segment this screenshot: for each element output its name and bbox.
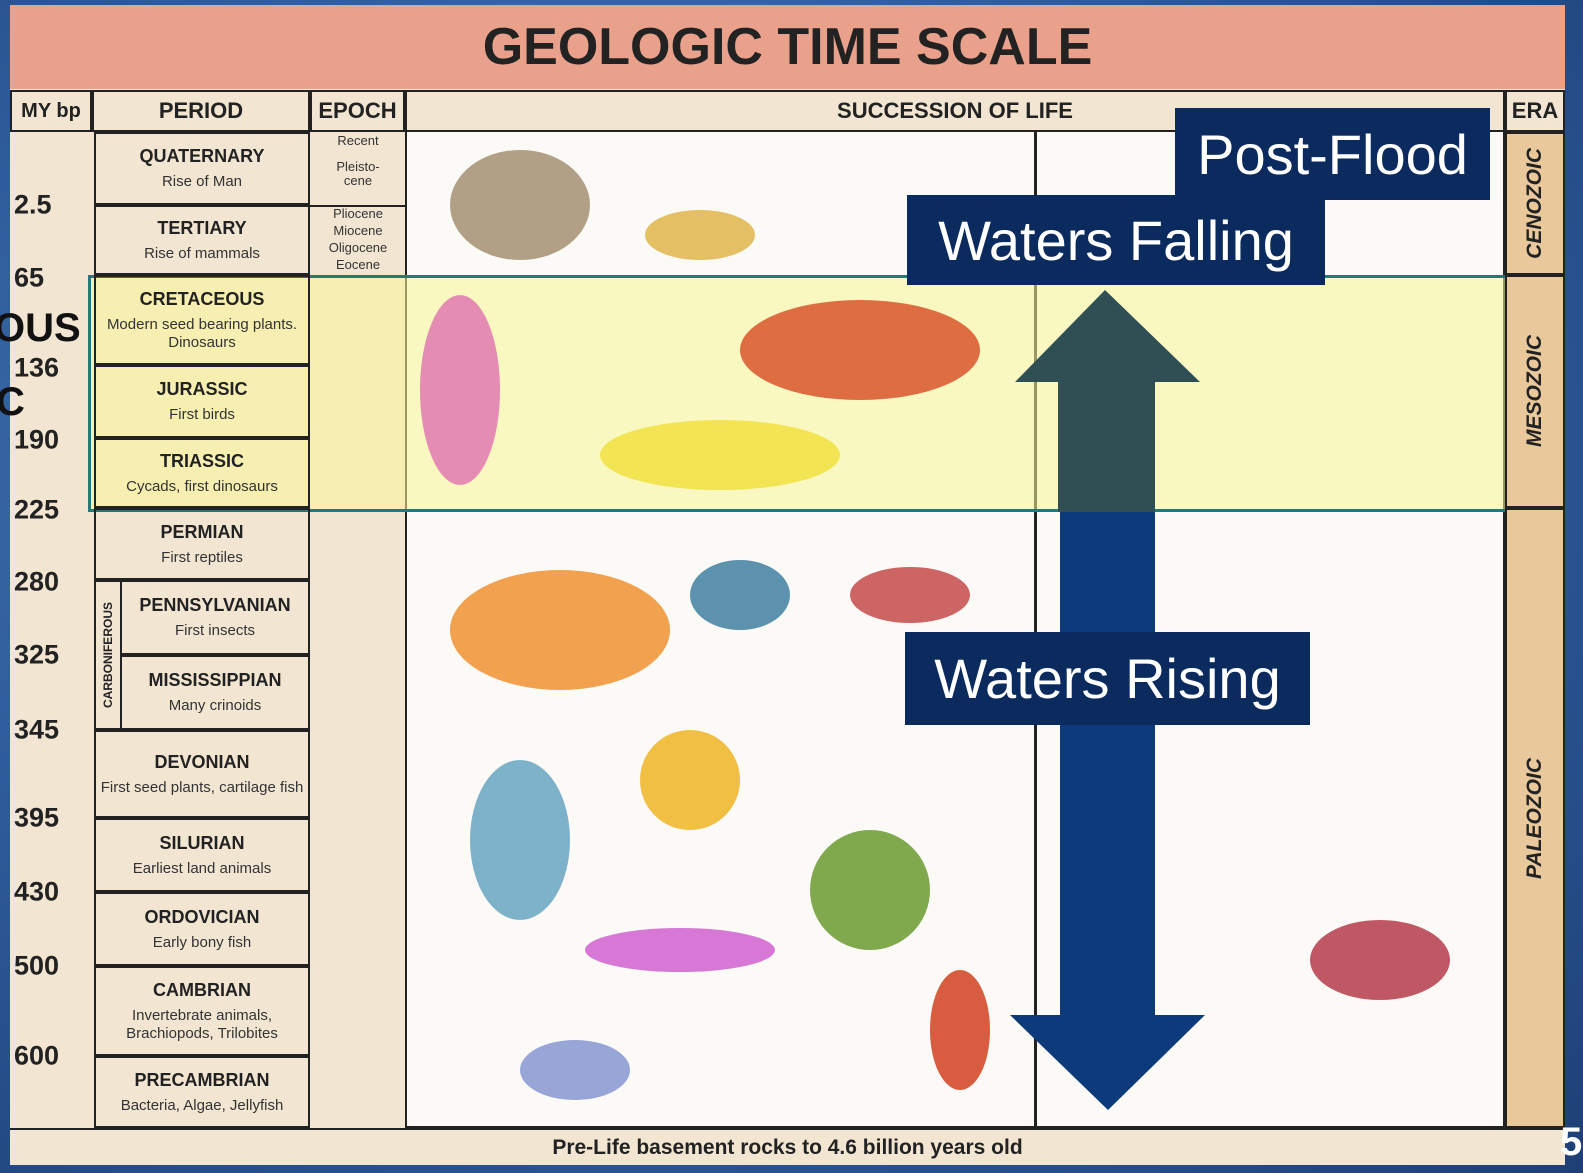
period-note: First birds xyxy=(169,406,235,424)
period-name: MISSISSIPPIAN xyxy=(148,670,281,691)
waters-falling-label: Waters Falling xyxy=(907,195,1325,285)
my-bp-label: 190 xyxy=(14,425,90,456)
epoch-label: Pliocene xyxy=(312,207,404,224)
period-note: Modern seed bearing plants. Dinosaurs xyxy=(96,316,308,352)
epoch-label: Eocene xyxy=(312,258,404,275)
epoch-label: Oligocene xyxy=(312,241,404,258)
period-name: PENNSYLVANIAN xyxy=(139,595,290,616)
period-note: First seed plants, cartilage fish xyxy=(101,779,304,797)
my-bp-label: 65 xyxy=(14,263,90,294)
era-cell: CENOZOIC xyxy=(1505,132,1565,275)
column-header: PERIOD xyxy=(92,90,310,132)
period-name: TRIASSIC xyxy=(160,451,244,472)
period-cell: QUATERNARY Rise of Man xyxy=(94,132,310,205)
column-header: MY bp xyxy=(10,90,92,132)
carboniferous-cell: CARBONIFEROUS xyxy=(94,580,122,730)
epoch-divider xyxy=(310,205,405,207)
period-cell: CRETACEOUS Modern seed bearing plants. Di… xyxy=(94,275,310,365)
edge-text: OUS xyxy=(0,306,81,351)
period-cell: PRECAMBRIAN Bacteria, Algae, Jellyfish xyxy=(94,1056,310,1128)
era-label: MESOZOIC xyxy=(1523,335,1547,447)
footer: Pre-Life basement rocks to 4.6 billion y… xyxy=(10,1128,1565,1165)
epoch-label: Pleisto- cene xyxy=(312,160,404,202)
carboniferous-label: CARBONIFEROUS xyxy=(101,602,115,708)
my-bp-label: 600 xyxy=(14,1041,90,1072)
period-note: Cycads, first dinosaurs xyxy=(126,478,278,496)
period-name: ORDOVICIAN xyxy=(144,907,259,928)
period-note: Rise of mammals xyxy=(144,245,260,263)
my-bp-label: 136 xyxy=(14,353,90,384)
period-name: PERMIAN xyxy=(160,522,243,543)
period-note: Bacteria, Algae, Jellyfish xyxy=(121,1097,284,1115)
period-cell: TERTIARY Rise of mammals xyxy=(94,205,310,275)
my-bp-label: 225 xyxy=(14,495,90,526)
era-label: CENOZOIC xyxy=(1523,148,1547,259)
period-cell: CAMBRIAN Invertebrate animals, Brachiopod… xyxy=(94,966,310,1056)
period-note: Earliest land animals xyxy=(133,860,271,878)
period-name: PRECAMBRIAN xyxy=(135,1070,270,1091)
period-note: Rise of Man xyxy=(162,173,242,191)
period-name: DEVONIAN xyxy=(154,752,249,773)
period-cell: SILURIAN Earliest land animals xyxy=(94,818,310,892)
period-cell: PENNSYLVANIAN First insects xyxy=(120,580,310,655)
my-bp-label: 430 xyxy=(14,877,90,908)
column-header: EPOCH xyxy=(310,90,405,132)
period-name: QUATERNARY xyxy=(140,146,265,167)
my-bp-label: 500 xyxy=(14,951,90,982)
period-note: Early bony fish xyxy=(153,934,251,952)
epoch-label: Recent xyxy=(312,134,404,160)
period-note: First insects xyxy=(175,622,255,640)
post-flood-label: Post-Flood xyxy=(1175,108,1490,200)
period-name: CAMBRIAN xyxy=(153,980,251,1001)
period-name: SILURIAN xyxy=(160,833,245,854)
period-cell: DEVONIAN First seed plants, cartilage fis… xyxy=(94,730,310,818)
period-cell: PERMIAN First reptiles xyxy=(94,508,310,580)
slide: GEOLOGIC TIME SCALE MY bpPERIODEPOCHSUCC… xyxy=(0,0,1583,1173)
era-cell: PALEOZOIC xyxy=(1505,508,1565,1128)
my-bp-label: 345 xyxy=(14,715,90,746)
my-bp-label: 325 xyxy=(14,640,90,671)
epoch-label: Miocene xyxy=(312,224,404,241)
slide-number: 5 xyxy=(1560,1120,1582,1165)
period-note: Invertebrate animals, Brachiopods, Trilo… xyxy=(96,1007,308,1043)
my-bp-label: 395 xyxy=(14,803,90,834)
period-cell: JURASSIC First birds xyxy=(94,365,310,438)
era-label: PALEOZOIC xyxy=(1523,758,1547,879)
period-cell: TRIASSIC Cycads, first dinosaurs xyxy=(94,438,310,508)
waters-rising-label: Waters Rising xyxy=(905,632,1310,725)
period-name: TERTIARY xyxy=(157,218,246,239)
period-note: First reptiles xyxy=(161,549,243,567)
column-header: ERA xyxy=(1505,90,1565,132)
my-bp-label: 2.5 xyxy=(14,190,90,221)
edge-text: C xyxy=(0,380,25,425)
my-bp-label: 280 xyxy=(14,567,90,598)
period-note: Many crinoids xyxy=(169,697,262,715)
period-name: CRETACEOUS xyxy=(140,289,265,310)
period-name: JURASSIC xyxy=(156,379,247,400)
era-cell: MESOZOIC xyxy=(1505,275,1565,508)
period-cell: ORDOVICIAN Early bony fish xyxy=(94,892,310,966)
period-cell: MISSISSIPPIAN Many crinoids xyxy=(120,655,310,730)
